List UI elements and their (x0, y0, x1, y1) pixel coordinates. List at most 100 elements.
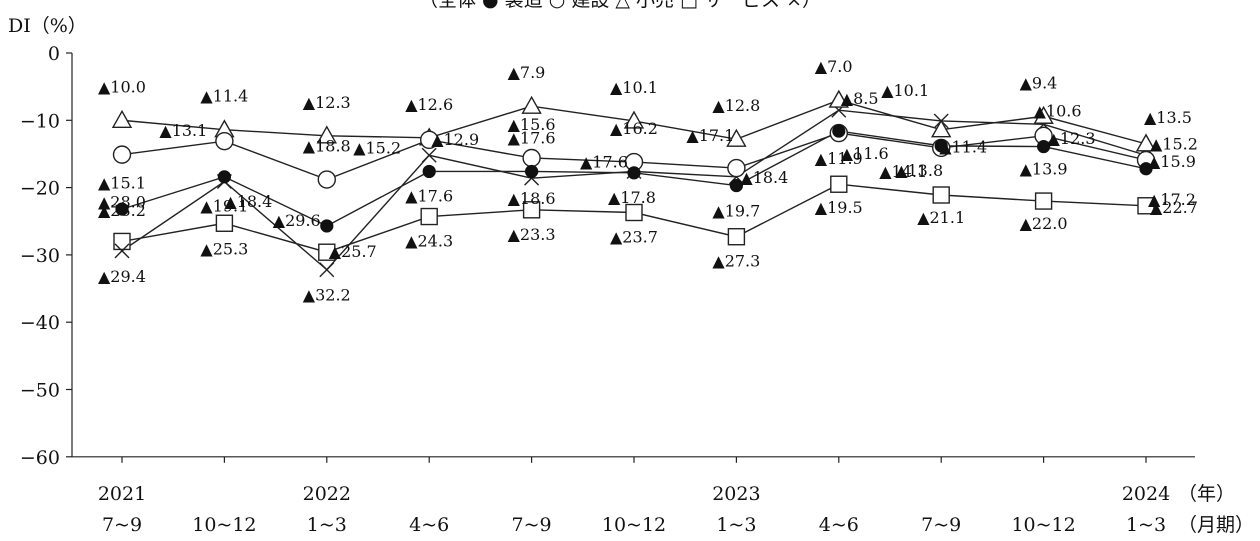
x-tick-period-label: 7~9 (512, 514, 552, 536)
data-point (1139, 162, 1153, 176)
data-label-service: ▲15.2 (353, 138, 401, 157)
data-label-manufacturing: ▲13.1 (159, 121, 207, 140)
x-tick-period-label: 1~3 (716, 514, 756, 536)
data-label-all: ▲13.8 (895, 161, 943, 180)
series-markers-retail (113, 175, 1155, 261)
data-label-all: ▲17.6 (405, 186, 453, 205)
data-label-all: ▲17.8 (608, 188, 656, 207)
x-tick-period-label: 1~3 (1126, 514, 1166, 536)
data-label-service: ▲32.2 (303, 286, 351, 305)
data-point (1137, 197, 1155, 215)
x-tick-period-label: 10~12 (602, 514, 666, 536)
data-label-construction: ▲12.6 (405, 95, 453, 114)
data-label-all: ▲17.2 (1148, 190, 1196, 209)
data-label-manufacturing: ▲12.9 (431, 130, 479, 149)
data-label-all: ▲18.4 (224, 192, 272, 211)
data-label-manufacturing: ▲14.1 (879, 162, 927, 181)
axes: 0 −10 −20 −30 −40 −50 −60 2021 7~9 10~12 2022 1~3 4~… (20, 43, 1195, 536)
data-label-retail: ▲24.3 (405, 232, 453, 251)
y-tick-label: −30 (20, 245, 60, 267)
data-point (934, 139, 948, 153)
data-point (625, 203, 643, 222)
data-point (420, 130, 439, 150)
period-unit-label: （月期） (1178, 514, 1254, 536)
data-label-retail: ▲19.5 (815, 198, 863, 217)
data-point (832, 124, 846, 138)
data-point (215, 214, 234, 232)
data-label-service: ▲18.4 (740, 168, 788, 187)
data-label-all: ▲25.7 (329, 242, 377, 261)
cross-stroke (114, 243, 130, 259)
data-label-construction: ▲9.4 (1020, 73, 1058, 92)
cross-stroke (319, 262, 335, 278)
y-axis-title: DI（%） (8, 15, 87, 37)
series-markers-all (115, 124, 1153, 233)
data-label-all: ▲23.2 (98, 201, 146, 220)
data-label-manufacturing: ▲15.9 (1148, 152, 1196, 171)
data-label-retail: ▲28.0 (98, 192, 146, 211)
x-tick-year-label: 2022 (303, 483, 351, 505)
y-tick-label: 0 (48, 43, 60, 65)
data-label-construction: ▲7.0 (815, 57, 853, 76)
data-label-manufacturing: ▲15.6 (508, 115, 556, 134)
x-tick-year-label: 2023 (712, 483, 760, 505)
data-label-manufacturing: ▲16.2 (610, 119, 658, 138)
data-label-construction: ▲10.0 (98, 77, 146, 96)
series-layer (111, 89, 1157, 278)
cross-stroke (421, 147, 437, 163)
data-label-service: ▲10.1 (881, 81, 929, 100)
data-point (727, 158, 746, 178)
y-tick-label: −60 (20, 447, 60, 469)
data-label-retail: ▲21.1 (917, 208, 965, 227)
data-point (420, 207, 438, 226)
x-tick-period-label: 10~12 (1011, 514, 1075, 536)
data-label-retail: ▲29.6 (273, 211, 321, 230)
data-point (421, 147, 437, 163)
data-label-service: ▲18.6 (508, 189, 556, 208)
data-label-all: ▲19.7 (712, 202, 760, 221)
data-label-retail: ▲23.7 (610, 228, 658, 247)
data-point (422, 164, 436, 179)
data-point (215, 131, 234, 151)
data-label-retail: ▲23.3 (508, 225, 556, 244)
data-point (521, 95, 542, 114)
data-point (729, 178, 744, 193)
data-label-all: ▲17.6 (508, 128, 556, 147)
data-label-manufacturing: ▲11.9 (815, 149, 863, 168)
data-point (522, 201, 541, 219)
data-point (623, 110, 645, 129)
data-point (1034, 192, 1053, 210)
year-unit-label: （年） (1178, 483, 1235, 505)
data-point (1033, 105, 1054, 124)
x-tick-period-label: 10~12 (192, 514, 256, 536)
data-point (217, 170, 231, 184)
data-label-retail: ▲22.0 (1020, 214, 1068, 233)
data-point (320, 219, 334, 233)
data-label-retail: ▲22.7 (1150, 198, 1198, 217)
data-label-all: ▲13.9 (1020, 160, 1068, 179)
data-point (1036, 139, 1051, 154)
data-label-service: ▲10.6 (1034, 101, 1082, 120)
y-tick-label: −10 (20, 110, 60, 132)
data-label-manufacturing: ▲12.3 (1048, 129, 1096, 148)
data-label-all: ▲11.6 (841, 144, 889, 163)
data-label-construction: ▲11.4 (200, 87, 248, 106)
data-point (319, 262, 335, 278)
y-tick-label: −50 (20, 380, 60, 402)
data-label-construction: ▲12.8 (712, 96, 760, 115)
data-label-service: ▲29.4 (98, 267, 146, 286)
data-point (522, 148, 541, 168)
data-point (112, 145, 132, 164)
chart-legend: （全体 ● 製造 ○ 建設 △ 小売 □ サービス ×） (419, 0, 821, 11)
data-point (114, 243, 130, 259)
data-point (115, 202, 129, 216)
x-tick-period-label: 7~9 (921, 514, 961, 536)
x-tick-period-label: 7~9 (102, 514, 142, 536)
data-label-construction: ▲11.4 (939, 138, 987, 157)
data-label-service: ▲15.2 (1150, 134, 1198, 153)
data-point (524, 164, 539, 179)
data-point (727, 228, 746, 246)
data-label-construction: ▲13.5 (1144, 108, 1192, 127)
x-tick-year-label: 2024 (1122, 483, 1170, 505)
